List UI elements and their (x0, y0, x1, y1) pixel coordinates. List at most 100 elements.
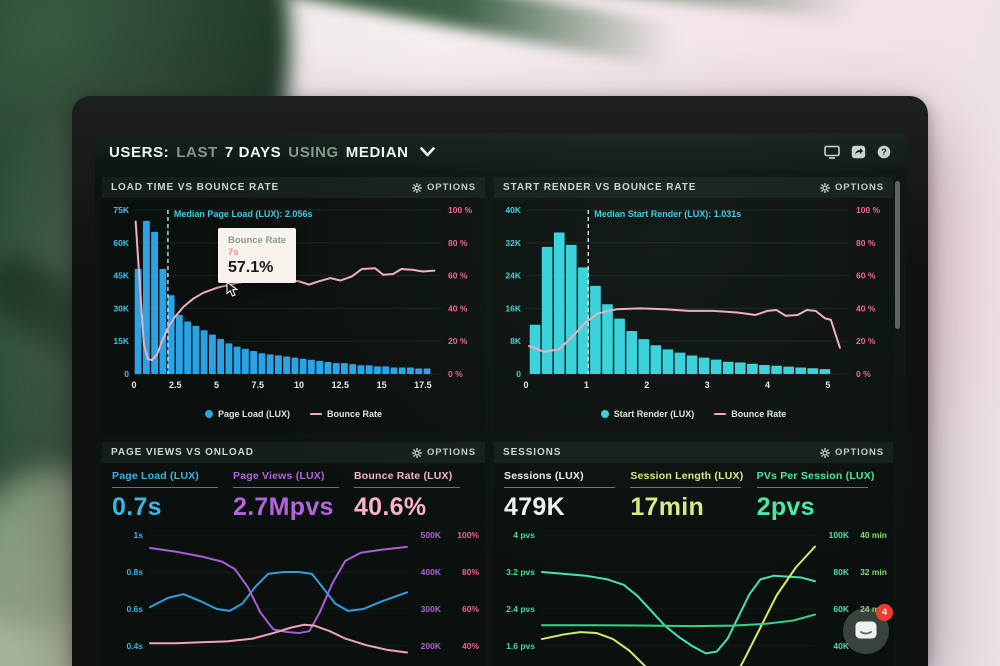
options-button[interactable]: OPTIONS (411, 182, 476, 193)
stat-pvs-per-session: PVs Per Session (LUX) 2pvs (756, 470, 883, 522)
svg-text:1: 1 (584, 380, 589, 390)
stat-underline (756, 487, 868, 488)
stat-label: Page Load (LUX) (112, 470, 200, 482)
options-button[interactable]: OPTIONS (411, 447, 476, 458)
notification-badge: 4 (876, 604, 893, 621)
svg-text:500K: 500K (421, 530, 442, 540)
title-segment: LAST (176, 143, 218, 161)
chart-tooltip: Bounce Rate 7s 57.1% (218, 228, 297, 297)
stat-underline (112, 487, 219, 488)
options-button[interactable]: OPTIONS (819, 182, 884, 193)
gear-icon (411, 182, 422, 193)
chart-area: 40K 100 % 32K 80 % 24K 60 % 16K 40 % 8K 20 % 0 0 % 0… (494, 198, 893, 419)
svg-text:100 %: 100 % (856, 205, 881, 215)
series-line (149, 545, 408, 635)
users-median-dropdown[interactable]: USERS: LAST 7 DAYS USING MEDIAN (109, 144, 435, 161)
stat-page-views: Page Views (LUX) 2.7Mpvs (232, 470, 354, 522)
panel-title: START RENDER VS BOUNCE RATE (503, 182, 697, 193)
svg-text:80K: 80K (833, 567, 849, 577)
svg-text:7.5: 7.5 (252, 380, 265, 390)
stat-underline (504, 487, 616, 488)
share-icon[interactable] (851, 145, 866, 159)
svg-text:0: 0 (523, 380, 528, 390)
stat-label: Bounce Rate (LUX) (353, 470, 453, 482)
svg-text:?: ? (881, 147, 887, 157)
svg-text:2.5: 2.5 (169, 380, 182, 390)
panel-page-views-vs-onload: PAGE VIEWS VS ONLOAD OPTIONS Page Load (… (102, 442, 485, 666)
panel-load-time-vs-bounce-rate: LOAD TIME VS BOUNCE RATE OPTIONS 75K 100 … (102, 177, 485, 433)
svg-text:2: 2 (644, 380, 649, 390)
panel-header: PAGE VIEWS VS ONLOAD OPTIONS (102, 442, 485, 463)
svg-text:5: 5 (214, 380, 219, 390)
legend-item[interactable]: Bounce Rate (714, 409, 786, 419)
svg-text:15K: 15K (113, 336, 129, 346)
stat-label: PVs Per Session (LUX) (756, 470, 875, 482)
scrollbar-thumb[interactable] (895, 181, 900, 329)
svg-text:12.5: 12.5 (332, 380, 350, 390)
svg-text:1.6 pvs: 1.6 pvs (506, 641, 535, 651)
svg-text:3: 3 (705, 380, 710, 390)
display-icon[interactable] (824, 145, 840, 159)
panel-start-render-vs-bounce-rate: START RENDER VS BOUNCE RATE OPTIONS 40K 1… (494, 177, 893, 433)
svg-text:0 %: 0 % (856, 369, 871, 379)
stat-value: 17min (630, 493, 705, 521)
stat-session-length: Session Length (LUX) 17min (630, 470, 756, 522)
svg-text:0.6s: 0.6s (126, 604, 143, 614)
title-segment: USERS: (109, 143, 170, 161)
svg-text:15: 15 (377, 380, 387, 390)
svg-text:300K: 300K (421, 604, 442, 614)
svg-text:200K: 200K (421, 641, 442, 651)
svg-text:3.2 pvs: 3.2 pvs (506, 567, 535, 577)
svg-text:400K: 400K (421, 567, 442, 577)
panel-title: SESSIONS (503, 447, 562, 458)
legend-label: Start Render (LUX) (613, 409, 695, 419)
options-label: OPTIONS (834, 447, 884, 458)
help-icon[interactable]: ? (877, 145, 891, 159)
header-icon-group: ? (824, 145, 891, 159)
svg-text:20 %: 20 % (448, 336, 468, 346)
legend-item[interactable]: Bounce Rate (310, 409, 382, 419)
svg-text:0 %: 0 % (448, 369, 463, 379)
svg-text:2.4 pvs: 2.4 pvs (506, 604, 535, 614)
series-line (541, 545, 816, 666)
stat-value: 40.6% (353, 493, 427, 521)
options-label: OPTIONS (426, 182, 476, 193)
legend-label: Bounce Rate (327, 409, 383, 419)
svg-text:4: 4 (765, 380, 770, 390)
stat-page-load: Page Load (LUX) 0.7s (112, 470, 233, 522)
svg-text:32 min: 32 min (860, 567, 887, 577)
svg-text:75K: 75K (113, 205, 129, 215)
title-segment: MEDIAN (345, 143, 409, 161)
chevron-down-icon (419, 147, 435, 157)
legend-item[interactable]: Start Render (LUX) (600, 409, 695, 419)
legend-dot-marker (600, 410, 609, 418)
panel-header: SESSIONS OPTIONS (494, 442, 893, 463)
legend-dot-marker (204, 410, 213, 418)
svg-text:60%: 60% (462, 604, 479, 614)
svg-text:40K: 40K (833, 641, 849, 651)
svg-text:40 %: 40 % (856, 303, 876, 313)
svg-text:16K: 16K (505, 303, 521, 313)
svg-text:5: 5 (825, 380, 830, 390)
stat-value: 479K (504, 493, 565, 521)
gear-icon (819, 447, 830, 458)
svg-text:17.5: 17.5 (414, 380, 432, 390)
stat-underline (630, 487, 742, 488)
svg-text:Median Page Load (LUX): 2.056s: Median Page Load (LUX): 2.056s (174, 209, 313, 219)
svg-text:0.4s: 0.4s (126, 641, 143, 651)
tooltip-subtitle: 7s (228, 247, 239, 258)
tooltip-value: 57.1% (228, 259, 274, 276)
stat-underline (232, 487, 340, 488)
stat-label: Sessions (LUX) (504, 470, 584, 482)
legend-item[interactable]: Page Load (LUX) (204, 409, 290, 419)
stats-row: Sessions (LUX) 479K Session Length (LUX)… (494, 463, 893, 523)
legend-label: Page Load (LUX) (217, 409, 290, 419)
dashboard-header: USERS: LAST 7 DAYS USING MEDIAN (95, 133, 905, 171)
chart-legend: Start Render (LUX) Bounce Rate (496, 409, 891, 419)
intercom-chat-button[interactable]: 4 (843, 604, 893, 654)
svg-text:40%: 40% (462, 641, 479, 651)
options-button[interactable]: OPTIONS (819, 447, 884, 458)
stat-bounce-rate: Bounce Rate (LUX) 40.6% (353, 470, 475, 522)
series-line (541, 571, 816, 655)
